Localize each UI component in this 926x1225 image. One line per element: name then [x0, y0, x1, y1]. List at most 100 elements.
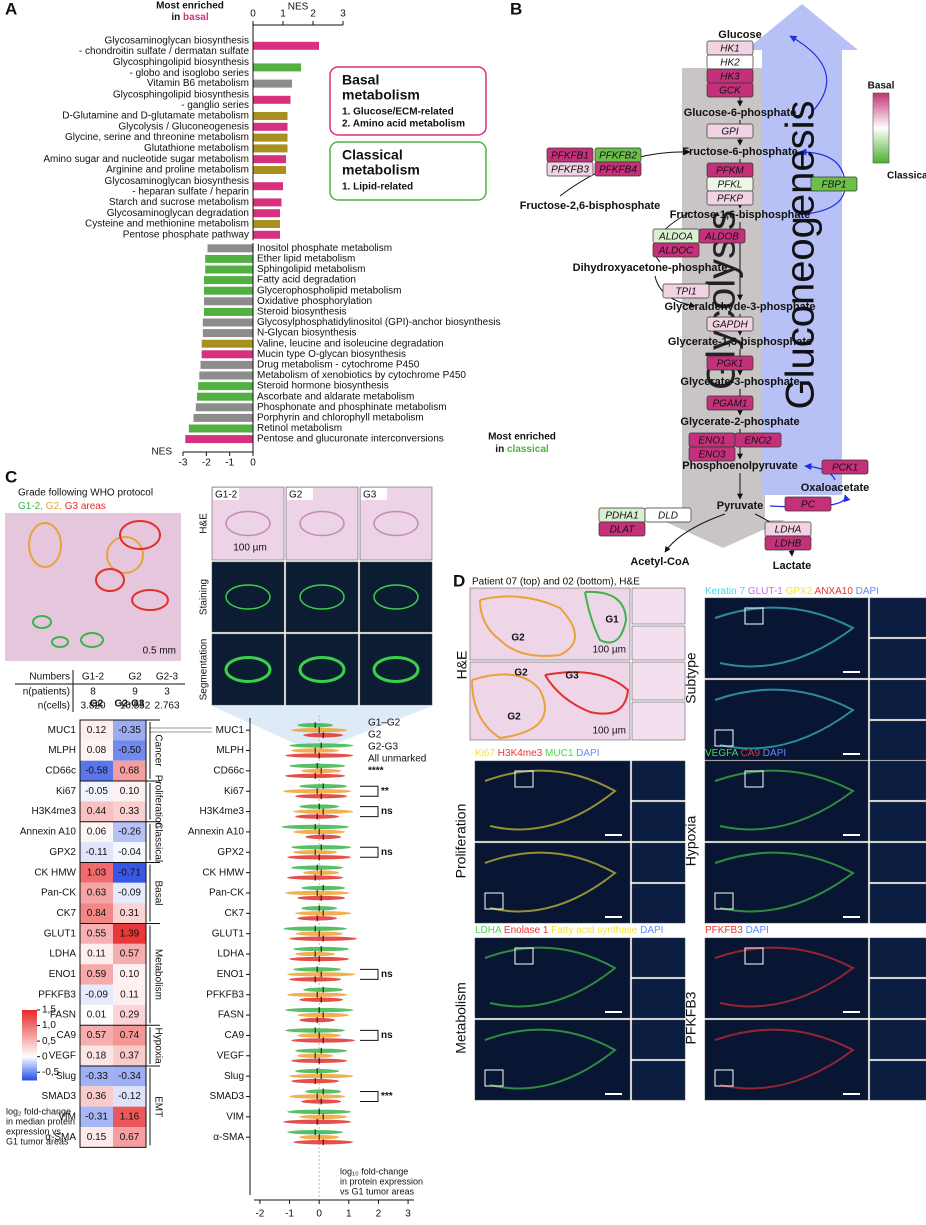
row-label: VEGF — [217, 1050, 244, 1061]
x-tick-label: 1 — [280, 9, 286, 20]
colorbar-step — [22, 1012, 37, 1015]
text-part: DAPI — [637, 925, 663, 936]
row-label: ENO1 — [217, 969, 245, 980]
text-part: G2, — [43, 501, 62, 512]
bar-label: Glycerophospholipid metabolism — [257, 285, 402, 296]
heatmap-cell — [113, 842, 146, 863]
colorbar-step — [22, 1070, 37, 1073]
tissue — [714, 688, 855, 750]
enzyme-label: GAPDH — [712, 320, 748, 331]
micrograph — [285, 561, 359, 633]
bar-label: Pentose and glucuronate interconversions — [257, 434, 444, 445]
cell-label: 0.29 — [120, 1010, 140, 1021]
panel-letter: C — [5, 467, 17, 486]
roi — [484, 892, 504, 910]
significance: ns — [381, 806, 393, 817]
cell-label: 0.68 — [120, 766, 140, 777]
enzyme-label: ALDOB — [704, 232, 739, 243]
sig-bracket — [360, 1029, 379, 1041]
x-tick-label: 0 — [250, 9, 256, 20]
colorbar-tick-label: 1,0 — [42, 1020, 56, 1031]
inset — [631, 701, 686, 741]
structure — [299, 510, 345, 537]
heatmap-cell — [113, 740, 146, 761]
colorbar-step — [22, 1072, 37, 1075]
row-label: CK HMW — [202, 867, 244, 878]
enzyme-box — [784, 496, 832, 512]
text-part: Ki67 — [475, 748, 495, 759]
table-cell: n(patients) — [23, 687, 70, 698]
row-label: Ki67 — [56, 786, 76, 797]
column-label: G2 — [289, 490, 303, 501]
legend-note: All unmarked — [368, 754, 426, 765]
heatmap-cell — [80, 923, 113, 944]
row-label: SMAD3 — [210, 1091, 245, 1102]
row-label: H3K4me3 — [200, 806, 245, 817]
row-label: VEGF — [49, 1050, 76, 1061]
enzyme-label: HK1 — [720, 44, 739, 55]
heatmap-cell — [80, 1004, 113, 1026]
legend-note: **** — [368, 766, 384, 777]
inset — [631, 1060, 686, 1101]
metabolite: Fructose-2,6-bisphosphate — [520, 200, 661, 212]
label-line: Glycosphingolipid biosynthesis — [113, 57, 249, 68]
label-line: - ganglio series — [181, 100, 249, 111]
row-label: LDHA — [217, 949, 244, 960]
caption: G1 tumor areas — [6, 1136, 69, 1146]
inset — [869, 638, 926, 679]
group-label: EMT — [152, 1096, 163, 1117]
row-label: Staining — [199, 579, 210, 615]
inset — [869, 597, 926, 638]
bar — [253, 63, 301, 72]
x-axis-title: vs G1 tumor areas — [340, 1186, 415, 1196]
bar — [202, 329, 253, 338]
bar — [204, 307, 253, 316]
enzyme-box — [706, 123, 754, 139]
cell-label: 0.57 — [87, 1030, 107, 1041]
cell-label: 0.01 — [87, 1010, 107, 1021]
text-part: basal — [183, 12, 209, 23]
bar — [253, 220, 280, 228]
cell-label: -0.35 — [118, 725, 141, 736]
tissue — [484, 851, 617, 913]
enzyme-label: DLD — [658, 511, 678, 522]
group-label: Metabolism — [152, 949, 163, 1000]
label-bg — [361, 488, 387, 500]
heatmap-cell — [80, 1065, 113, 1087]
text-part: H3K4me3 — [495, 748, 543, 759]
channel-header: PFKFB3 DAPI — [705, 925, 769, 936]
row-label: CK7 — [57, 908, 77, 919]
legend-title: metabolism — [342, 162, 420, 178]
x-tick-label: 3 — [340, 9, 346, 20]
bar — [195, 403, 253, 412]
heatmap-cell — [113, 984, 146, 1005]
bar-label: Oxidative phosphorylation — [257, 296, 372, 307]
heatmap-cell — [80, 964, 113, 985]
micrograph — [211, 561, 285, 633]
table-header: G1-2 — [82, 672, 105, 683]
enzyme-label: ENO3 — [698, 450, 726, 461]
micrograph — [359, 633, 433, 706]
cell-label: 0.63 — [87, 888, 107, 899]
table-cell: 16.552 — [120, 701, 151, 712]
glycolysis-arrow — [661, 68, 785, 548]
row-label: CA9 — [225, 1030, 245, 1041]
enzyme-box — [821, 459, 869, 475]
bar-label: Valine, leucine and isoleucine degradati… — [257, 338, 444, 349]
cell-label: 0.33 — [120, 806, 140, 817]
bar — [201, 350, 253, 359]
cell-label: 0.74 — [120, 1030, 140, 1041]
significance: ** — [381, 786, 389, 797]
structure — [373, 510, 419, 537]
bar-label: Inositol phosphate metabolism — [257, 243, 392, 254]
enzyme-label: ENO1 — [698, 436, 725, 447]
annotation: Most enriched — [156, 1, 224, 12]
enzyme-label: GPI — [721, 127, 738, 138]
row-label: LDHA — [49, 949, 76, 960]
text-part: DAPI — [743, 925, 769, 936]
roi — [714, 1069, 734, 1087]
channel-header: Keratin 7 GLUT-1 GPX2 ANXA10 DAPI — [705, 586, 879, 597]
label-line: Glycosaminoglycan biosynthesis — [104, 175, 249, 186]
table-cell: n(cells) — [38, 701, 70, 712]
he-image — [469, 587, 631, 661]
